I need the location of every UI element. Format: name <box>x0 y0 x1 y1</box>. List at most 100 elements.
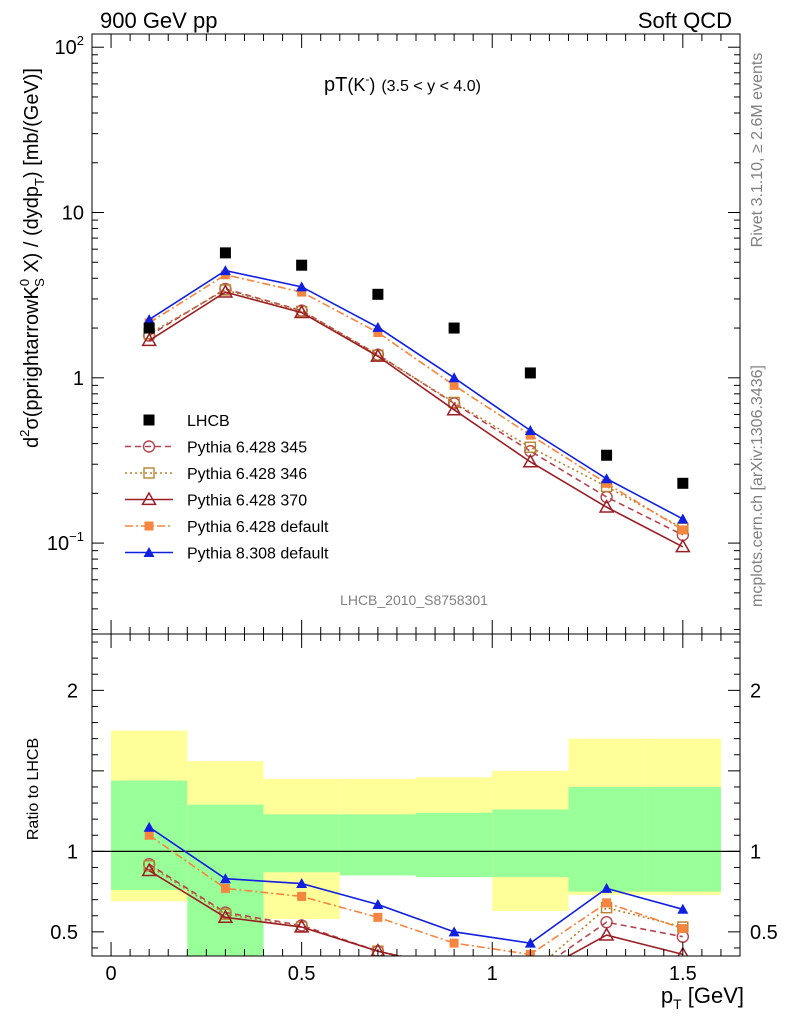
main-y-tick-label: 1 <box>73 368 84 390</box>
series-point-4 <box>601 473 613 484</box>
series-point-3 <box>525 430 535 440</box>
ratio-point-3 <box>220 883 230 893</box>
x-axis-label: pT [GeV] <box>661 983 744 1012</box>
series-point-3 <box>297 287 307 297</box>
series-point-2 <box>141 332 157 347</box>
ratio-point-4 <box>524 937 536 948</box>
title-range: (3.5 < y < 4.0) <box>381 78 481 95</box>
header-right: Soft QCD <box>638 8 732 33</box>
data-point <box>219 247 231 259</box>
ratio-y-tick-label-right: 1 <box>750 841 761 863</box>
series-point-2 <box>370 348 386 362</box>
data-point <box>601 449 613 461</box>
legend-label-4: Pythia 6.428 default <box>187 519 329 536</box>
legend-marker-1 <box>142 440 156 453</box>
main-y-tick-label: 102 <box>55 33 84 59</box>
ratio-line-2 <box>148 869 684 956</box>
ratio-point-3 <box>373 912 383 922</box>
ratio-point-4 <box>677 903 689 914</box>
legend-marker-2 <box>143 467 155 479</box>
series-point-3 <box>449 380 459 390</box>
series-point-4 <box>219 265 231 276</box>
legend-marker-0 <box>143 414 155 426</box>
legend-marker-3 <box>141 491 157 506</box>
ratio-y-tick-label-left: 1 <box>67 841 78 863</box>
title-particle-close: ) <box>369 75 375 95</box>
legend-marker-5 <box>143 547 155 557</box>
title-particle-sup: - <box>365 72 369 86</box>
ratio-line-4 <box>148 826 684 944</box>
ratio-plot-frame <box>91 633 741 957</box>
ratio-point-2 <box>370 943 386 956</box>
ratio-point-3 <box>297 891 307 901</box>
main-y-tick-label: 10 <box>62 203 84 225</box>
ratio-point-3 <box>144 830 154 840</box>
plot-title: pT(K-) (3.5 < y < 4.0) <box>324 72 481 96</box>
ratio-point-4 <box>601 882 613 893</box>
data-point <box>296 259 308 271</box>
series-point-4 <box>296 281 308 292</box>
legend-label-2: Pythia 6.428 346 <box>187 466 307 483</box>
ratio-point-4 <box>143 821 155 832</box>
ratio-y-tick-label-right: 0.5 <box>750 922 778 944</box>
ratio-point-3 <box>449 938 459 948</box>
legend-label-5: Pythia 8.308 default <box>187 546 329 563</box>
legend-marker-4 <box>144 521 154 531</box>
ratio-y-axis-label: Ratio to LHCB <box>25 738 42 840</box>
mcplots-label: mcplots.cern.ch [arXiv:1306.3436] <box>749 365 766 607</box>
ratio-point-4 <box>448 926 460 937</box>
series-line-4 <box>148 269 684 520</box>
legend-label-0: LHCB <box>187 413 230 430</box>
ratio-band-green <box>339 814 416 876</box>
title-particle: (K <box>347 75 365 95</box>
series-point-2 <box>446 401 462 416</box>
series-point-2 <box>675 538 691 553</box>
ratio-line-1 <box>148 865 684 956</box>
series-point-4 <box>143 314 155 325</box>
series-point-3 <box>678 525 688 535</box>
series-point-2 <box>598 499 615 513</box>
data-point <box>448 322 460 334</box>
series-point-3 <box>373 327 383 337</box>
series-point-2 <box>293 304 310 319</box>
ratio-point-2 <box>141 862 157 877</box>
series-line-2 <box>148 291 684 548</box>
ratio-band-green <box>568 786 645 892</box>
ratio-point-2 <box>217 909 234 923</box>
rivet-label: Rivet 3.1.10, ≥ 2.6M events <box>749 53 766 248</box>
data-point <box>143 322 155 334</box>
x-tick-label: 1 <box>487 963 498 985</box>
series-point-1 <box>524 441 537 453</box>
analysis-label: LHCB_2010_S8758301 <box>340 592 488 608</box>
ratio-point-2 <box>598 927 615 941</box>
ratio-line-0 <box>148 863 683 956</box>
legend-label-1: Pythia 6.428 345 <box>187 440 307 457</box>
ratio-y-tick-label-right: 2 <box>750 680 761 702</box>
ratio-point-4 <box>219 873 231 884</box>
series-line-0 <box>148 288 684 536</box>
ratio-point-3 <box>602 898 612 908</box>
series-point-3 <box>602 478 612 488</box>
ratio-line-3 <box>148 834 684 956</box>
series-point-4 <box>448 372 460 383</box>
x-tick-label: 1.5 <box>669 963 697 985</box>
ratio-series-group <box>141 821 690 956</box>
series-point-1 <box>448 396 460 409</box>
series-point-4 <box>524 424 536 435</box>
ratio-band-green <box>644 786 721 892</box>
ratio-band-green <box>416 812 493 878</box>
ratio-band-green <box>492 809 569 878</box>
legend-label-3: Pythia 6.428 370 <box>187 493 307 510</box>
series-line-3 <box>148 273 684 531</box>
ratio-band-green <box>263 814 340 873</box>
series-line-1 <box>148 289 684 529</box>
series-point-4 <box>677 513 689 524</box>
ratio-point-4 <box>372 898 384 909</box>
title-main: pT <box>324 74 347 96</box>
main-y-tick-label: 10−1 <box>47 529 84 555</box>
main-y-axis-label: d2σ(pprightarrowK0S X) / (dydpT) [mb/(Ge… <box>17 68 47 448</box>
data-point <box>524 367 536 379</box>
main-plot-frame <box>91 33 741 635</box>
x-tick-label: 0 <box>105 963 116 985</box>
